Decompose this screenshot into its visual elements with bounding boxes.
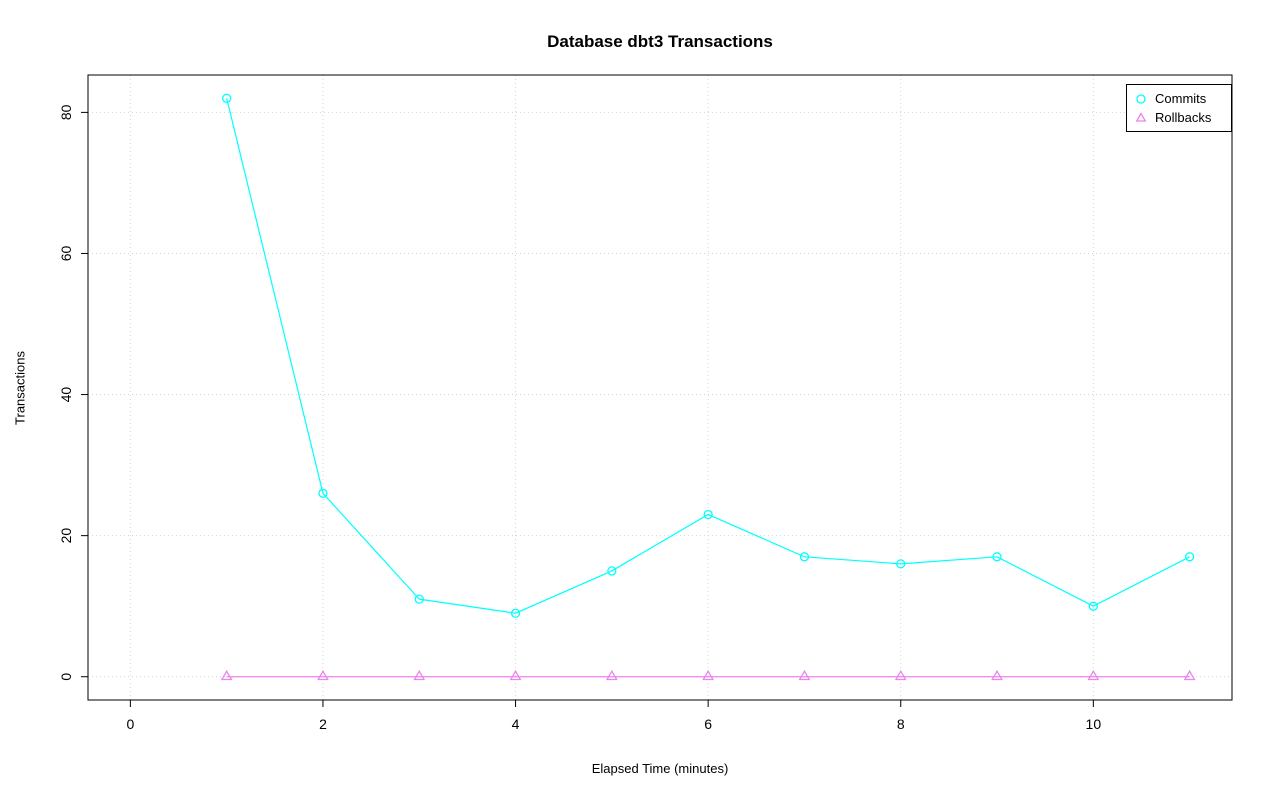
commits-marker-icon [1136,93,1146,104]
legend-item-commits: Commits [1134,89,1224,108]
y-tick-label: 60 [58,245,74,261]
y-tick-label: 40 [58,387,74,403]
marker-circle [799,552,810,562]
legend: Commits Rollbacks [1126,84,1232,132]
marker-circle [1184,552,1195,562]
marker-triangle [798,669,811,681]
marker-circle [896,559,906,569]
marker-triangle [605,669,618,681]
marker-triangle [317,669,329,681]
marker-circle [510,608,521,618]
x-tick-label: 0 [126,716,134,732]
x-tick-label: 6 [704,716,712,732]
plot-box [87,74,1233,701]
marker-circle [992,552,1002,562]
marker-circle [1088,601,1098,611]
marker-triangle [1183,669,1196,681]
marker-triangle [702,669,715,681]
marker-circle [607,566,617,576]
x-tick-label: 8 [897,716,905,732]
marker-circle [318,488,328,498]
chart-title: Database dbt3 Transactions [547,32,773,51]
marker-circle [703,509,713,520]
rollbacks-marker-icon [1135,111,1147,122]
x-tick-label: 2 [319,716,327,732]
x-axis-label: Elapsed Time (minutes) [591,761,729,776]
y-tick-label: 20 [58,528,74,544]
y-tick-label: 0 [58,673,74,681]
marker-circle [414,594,424,604]
marker-triangle [894,669,907,681]
marker-triangle [413,669,426,681]
marker-triangle [991,669,1003,681]
marker-triangle [220,669,233,681]
marker-triangle [509,669,522,681]
legend-item-rollbacks: Rollbacks [1134,108,1224,127]
y-tick-label: 80 [58,104,74,120]
x-tick-label: 4 [512,716,520,732]
legend-label-commits: Commits [1155,91,1207,106]
x-tick-label: 10 [1086,716,1102,732]
series-line-commits [226,98,1190,614]
legend-label-rollbacks: Rollbacks [1155,110,1212,125]
marker-triangle [1087,669,1100,681]
marker-circle [222,93,232,103]
